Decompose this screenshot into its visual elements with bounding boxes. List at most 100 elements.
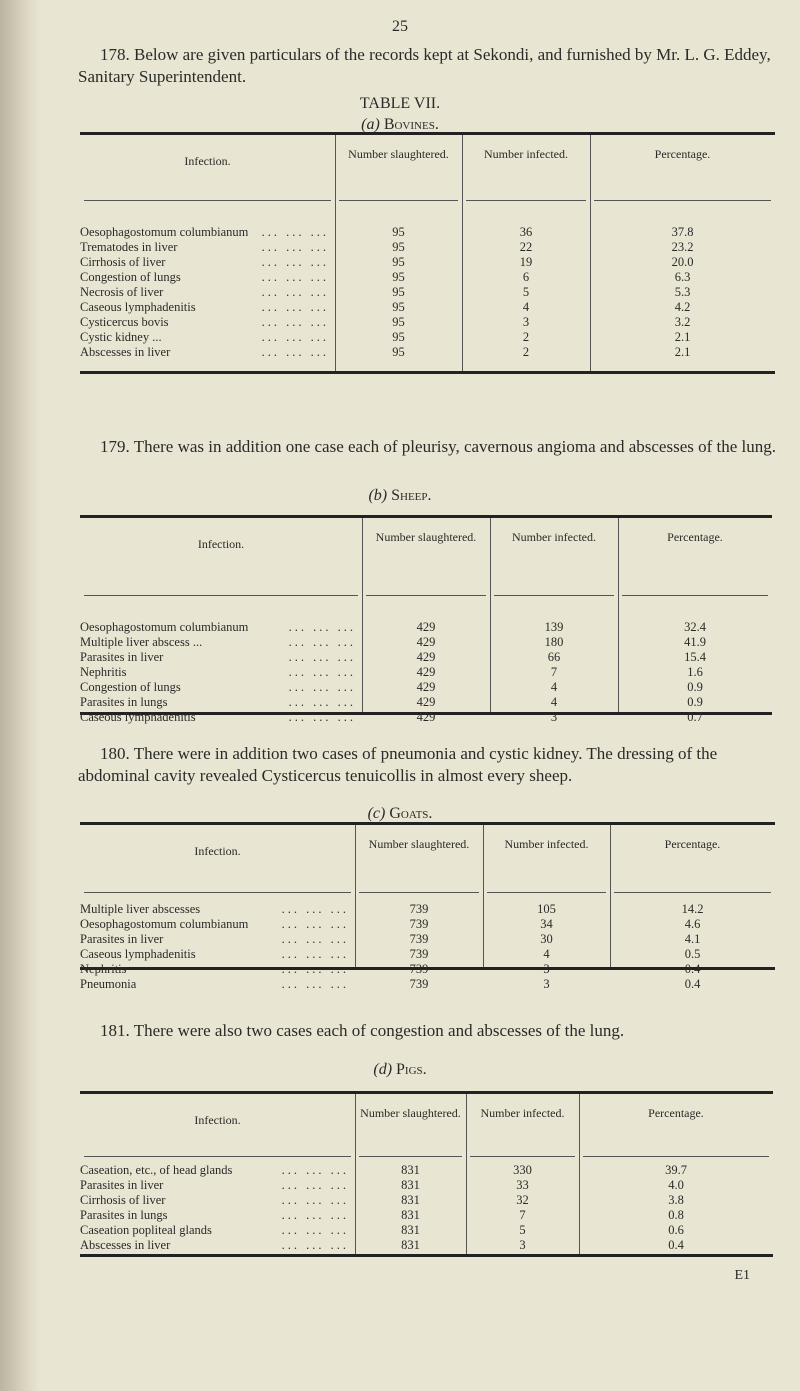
cell-infection: ... ... ... Cirrhosis of liver — [80, 255, 335, 270]
cell-infection: ... ... ... Necrosis of liver — [80, 285, 335, 300]
header-infected: Number infected. — [504, 837, 589, 851]
cell-slaughtered: 95 — [392, 255, 405, 269]
cell-infection: ... ... ... Caseation popliteal glands — [80, 1223, 355, 1238]
leader-dots: ... ... ... — [288, 710, 356, 724]
paragraph-178: 178. Below are given particulars of the … — [78, 45, 771, 86]
paragraph-181: 181. There were also two cases each of c… — [100, 1021, 625, 1040]
cell-infection: ... ... ... Congestion of lungs — [80, 680, 362, 695]
paragraph-179: 179. There was in addition one case each… — [100, 437, 777, 456]
cell-infected: 3 — [550, 710, 558, 724]
header-rule — [470, 1156, 575, 1157]
leader-dots: ... ... ... — [281, 1208, 349, 1222]
leader-dots: ... ... ... — [281, 962, 349, 976]
leader-dots: ... ... ... — [261, 285, 329, 299]
cell-slaughtered: 95 — [392, 300, 405, 314]
column-divider — [355, 825, 356, 967]
header-percentage: Percentage. — [667, 530, 723, 544]
leader-dots: ... ... ... — [281, 1193, 349, 1207]
column-divider — [335, 135, 336, 371]
bottom-rule — [80, 712, 772, 715]
cell-percentage: 15.4 — [684, 650, 706, 664]
header-infection: Infection. — [197, 537, 245, 551]
top-rule — [80, 1091, 773, 1094]
header-infection: Infection. — [194, 1113, 241, 1127]
table-row: ... ... ... Parasites in liver 831 33 4.0 — [80, 1178, 773, 1193]
cell-percentage: 6.3 — [674, 270, 691, 284]
header-infection: Infection. — [184, 154, 231, 168]
leader-dots: ... ... ... — [288, 650, 356, 664]
header-slaughtered: Number slaughtered. — [375, 530, 477, 544]
column-divider — [462, 135, 463, 371]
caption-pigs: (d) Pigs. — [373, 1061, 427, 1078]
cell-infection: ... ... ... Parasites in lungs — [80, 695, 362, 710]
header-rule — [583, 1156, 769, 1157]
cell-slaughtered: 429 — [416, 710, 436, 724]
cell-slaughtered: 739 — [409, 962, 429, 976]
leader-dots: ... ... ... — [281, 1223, 349, 1237]
cell-infection: ... ... ... Parasites in liver — [80, 650, 362, 665]
table-row: ... ... ... Caseous lymphadenitis 95 4 4.2 — [80, 300, 775, 315]
header-slaughtered: Number slaughtered. — [360, 1106, 461, 1120]
cell-infection: ... ... ... Caseation, etc., of head glan… — [80, 1163, 355, 1178]
cell-percentage: 3.2 — [674, 315, 691, 329]
cell-infected: 4 — [550, 695, 558, 709]
cell-infected: 4 — [550, 680, 558, 694]
table-row: ... ... ... Parasites in lungs 429 4 0.9 — [80, 695, 772, 710]
leader-dots: ... ... ... — [288, 665, 356, 679]
cell-percentage: 4.0 — [668, 1178, 684, 1192]
table-row: ... ... ... Caseation popliteal glands 831… — [80, 1223, 773, 1238]
cell-slaughtered: 429 — [416, 650, 436, 664]
cell-infection: ... ... ... Oesophagostomum columbianum — [80, 620, 362, 635]
table-row: ... ... ... Cysticercus bovis 95 3 3.2 — [80, 315, 775, 330]
cell-infection: ... ... ... Multiple liver abscess ... — [80, 635, 362, 650]
header-rule — [84, 200, 331, 201]
leader-dots: ... ... ... — [288, 695, 356, 709]
table-bovines: Infection. Number slaughtered. Number infe… — [80, 132, 775, 374]
cell-percentage: 0.4 — [684, 977, 701, 991]
cell-percentage: 0.7 — [687, 710, 703, 724]
cell-infected: 33 — [516, 1178, 529, 1192]
cell-percentage: 3.8 — [668, 1193, 684, 1207]
header-rule — [594, 200, 771, 201]
cell-infected: 6 — [522, 270, 530, 284]
cell-slaughtered: 95 — [392, 315, 405, 329]
cell-percentage: 1.6 — [687, 665, 703, 679]
cell-infection: ... ... ... Oesophagostomum columbianum — [80, 225, 335, 240]
cell-percentage: 20.0 — [671, 255, 694, 269]
leader-dots: ... ... ... — [261, 330, 329, 344]
caption-sheep: (b) Sheep. — [368, 487, 432, 504]
table-row: ... ... ... Cirrhosis of liver 831 32 3.8 — [80, 1193, 773, 1208]
cell-infected: 3 — [543, 962, 550, 976]
header-percentage: Percentage. — [654, 147, 711, 161]
table-row: ... ... ... Nephritis 739 3 0.4 — [80, 962, 775, 977]
cell-infected: 7 — [550, 665, 558, 679]
cell-percentage: 4.1 — [684, 932, 701, 946]
leader-dots: ... ... ... — [281, 977, 349, 991]
cell-percentage: 0.9 — [687, 680, 703, 694]
table-title: TABLE VII. — [359, 95, 441, 112]
cell-infected: 3 — [522, 315, 530, 329]
cell-infected: 3 — [543, 977, 550, 991]
table-row: ... ... ... Pneumonia 739 3 0.4 — [80, 977, 775, 992]
header-rule — [359, 1156, 462, 1157]
leader-dots: ... ... ... — [261, 300, 329, 314]
cell-slaughtered: 429 — [416, 635, 436, 649]
table-row: ... ... ... Caseous lymphadenitis 739 4 0.5 — [80, 947, 775, 962]
cell-percentage: 2.1 — [674, 330, 691, 344]
bottom-rule — [80, 371, 775, 374]
column-divider — [618, 518, 619, 712]
header-infected: Number infected. — [512, 530, 596, 544]
header-infection: Infection. — [194, 844, 241, 858]
cell-slaughtered: 429 — [416, 680, 436, 694]
header-rule — [84, 595, 358, 596]
cell-infected: 4 — [543, 947, 550, 961]
cell-infection: ... ... ... Nephritis — [80, 665, 362, 680]
cell-infection: ... ... ... Caseous lymphadenitis — [80, 947, 355, 962]
header-rule — [614, 892, 771, 893]
table-row: ... ... ... Caseation, etc., of head glan… — [80, 1163, 773, 1178]
cell-infected: 5 — [522, 285, 530, 299]
table-row: ... ... ... Oesophagostomum columbianum 95… — [80, 225, 775, 240]
cell-slaughtered: 831 — [401, 1178, 420, 1192]
table-row: ... ... ... Necrosis of liver 95 5 5.3 — [80, 285, 775, 300]
cell-slaughtered: 831 — [401, 1223, 420, 1237]
